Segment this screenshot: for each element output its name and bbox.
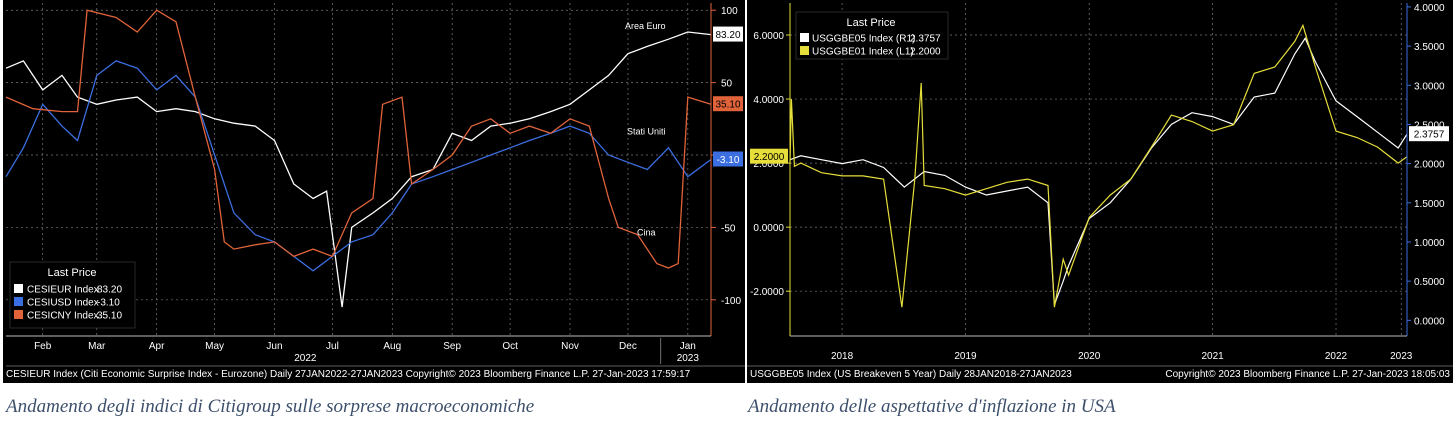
x-tick-label: May <box>205 341 224 352</box>
y-tick-label: 100 <box>721 6 738 17</box>
y-left-tick-label: -2.0000 <box>750 287 784 298</box>
y-left-tick-label: 2.0000 <box>753 159 784 170</box>
series-line-usggbe01 <box>789 23 1408 308</box>
y-left-tick-label: 0.0000 <box>753 223 784 234</box>
legend-title: Last Price <box>847 17 896 29</box>
x-tick-label: Aug <box>383 341 401 352</box>
y-right-tick-label: 2.5000 <box>1414 120 1445 131</box>
x-tick-label: Apr <box>149 341 165 352</box>
x-tick-label: Feb <box>34 341 52 352</box>
last-price-badge-value: -3.10 <box>717 155 740 166</box>
y-tick-label: -100 <box>721 296 741 307</box>
legend-box <box>9 261 136 329</box>
legend-label: USGGBE05 Index (R1) <box>812 34 915 45</box>
legend-value: 2.2000 <box>910 47 941 58</box>
y-right-tick-label: 0.0000 <box>1414 316 1445 327</box>
y-right-tick-label: 2.0000 <box>1414 160 1445 171</box>
citi-surprise-chart: 100500-50-100FebMarAprMayJunJulAugSepOct… <box>5 3 745 380</box>
annotation-area-euro: Area Euro <box>625 21 666 31</box>
axes: 100500-50-100FebMarAprMayJunJulAugSepOct… <box>6 3 745 367</box>
caption-left: Andamento degli indici di Citigroup sull… <box>6 396 535 417</box>
y-tick-label: 50 <box>721 79 733 90</box>
series-line-cesiusd <box>5 60 712 272</box>
legend-label: CESIUSD Index <box>27 298 99 309</box>
series-line-cesicny <box>5 9 712 269</box>
legend-swatch <box>14 297 23 306</box>
last-price-badge-value: 2.3757 <box>1414 130 1445 141</box>
legend-value: -3.10 <box>97 298 120 309</box>
us-breakeven-chart: 6.0000 4.0000 2.0000 0.0000 -2.0000 4.0000 3.5… <box>747 3 1453 380</box>
annotation-stati-uniti: Stati Uniti <box>627 126 666 136</box>
x-tick-label: Sep <box>443 341 461 352</box>
last-price-badge <box>750 148 788 164</box>
chart-footer-left: USGGBE05 Index (US Breakeven 5 Year) Dai… <box>750 369 1072 380</box>
legend-value: 83.20 <box>97 285 122 296</box>
x-tick-label: 2018 <box>831 351 854 362</box>
legend-label: CESIEUR Index <box>27 285 99 296</box>
y-left-tick-label: 6.0000 <box>753 31 784 42</box>
legend-value: 2.3757 <box>910 34 941 45</box>
legend-swatch <box>800 33 809 42</box>
series-lines <box>789 23 1408 308</box>
legend-swatch <box>800 46 809 55</box>
year-label: 2023 <box>677 353 700 364</box>
y-tick-label: -50 <box>721 223 736 234</box>
x-tick-label: 2023 <box>1390 351 1413 362</box>
last-price-badge <box>713 26 743 42</box>
caption-right: Andamento delle aspettative d'inflazione… <box>748 396 1116 417</box>
x-tick-label: Oct <box>502 341 518 352</box>
x-tick-label: Jul <box>326 341 339 352</box>
axes: 6.0000 4.0000 2.0000 0.0000 -2.0000 4.0000 3.5… <box>747 3 1453 367</box>
series-line-usggbe05 <box>789 37 1408 305</box>
legend-swatch <box>14 284 23 293</box>
citi-surprise-chart-panel: 100500-50-100FebMarAprMayJunJulAugSepOct… <box>3 0 745 383</box>
y-right-tick-label: 0.5000 <box>1414 277 1445 288</box>
year-label: 2022 <box>294 353 317 364</box>
y-left-tick-label: 4.0000 <box>753 95 784 106</box>
x-tick-label: 2022 <box>1325 351 1348 362</box>
series-lines <box>5 9 712 308</box>
legend-title: Last Price <box>48 267 97 279</box>
x-tick-label: 2021 <box>1201 351 1224 362</box>
us-breakeven-chart-panel: 6.0000 4.0000 2.0000 0.0000 -2.0000 4.0000 3.5… <box>747 0 1453 383</box>
last-price-badges: 83.20 -3.10 35.10 <box>713 26 743 167</box>
legend-swatch <box>14 310 23 319</box>
legend-label: CESICNY Index <box>27 311 99 322</box>
grid <box>790 3 1407 336</box>
last-price-badge <box>713 151 743 167</box>
y-right-tick-label: 3.0000 <box>1414 81 1445 92</box>
last-price-badge-value: 83.20 <box>715 30 740 41</box>
legend-box <box>795 11 949 60</box>
last-price-badge <box>713 96 743 112</box>
chart-footer-right: Copyright© 2023 Bloomberg Finance L.P. 2… <box>1165 369 1450 380</box>
y-right-tick-label: 3.5000 <box>1414 42 1445 53</box>
x-tick-label: Nov <box>561 341 579 352</box>
x-tick-label: Dec <box>619 341 637 352</box>
y-right-tick-label: 1.0000 <box>1414 238 1445 249</box>
x-tick-label: 2020 <box>1078 351 1101 362</box>
x-tick-label: Jan <box>680 341 696 352</box>
last-price-badge-value: 2.2000 <box>754 152 785 163</box>
x-tick-label: 2019 <box>954 351 977 362</box>
legend: Last Price USGGBE05 Index (R1)2.3757 USGGB… <box>795 11 949 60</box>
legend-value: 35.10 <box>97 311 122 322</box>
y-right-tick-label: 4.0000 <box>1414 3 1445 14</box>
last-price-badge-value: 35.10 <box>715 100 740 111</box>
chart-footer: CESIEUR Index (Citi Economic Surprise In… <box>6 369 691 380</box>
last-price-badges: 2.3757 2.2000 <box>750 126 1449 164</box>
x-tick-label: Jun <box>266 341 282 352</box>
legend-label: USGGBE01 Index (L1) <box>812 47 914 58</box>
annotation-cina: Cina <box>637 228 656 238</box>
last-price-badge <box>1409 126 1449 142</box>
x-tick-label: Mar <box>88 341 106 352</box>
annotations: Area Euro Stati Uniti Cina <box>625 21 666 238</box>
series-line-cesieur <box>5 31 712 308</box>
y-right-tick-label: 1.5000 <box>1414 199 1445 210</box>
